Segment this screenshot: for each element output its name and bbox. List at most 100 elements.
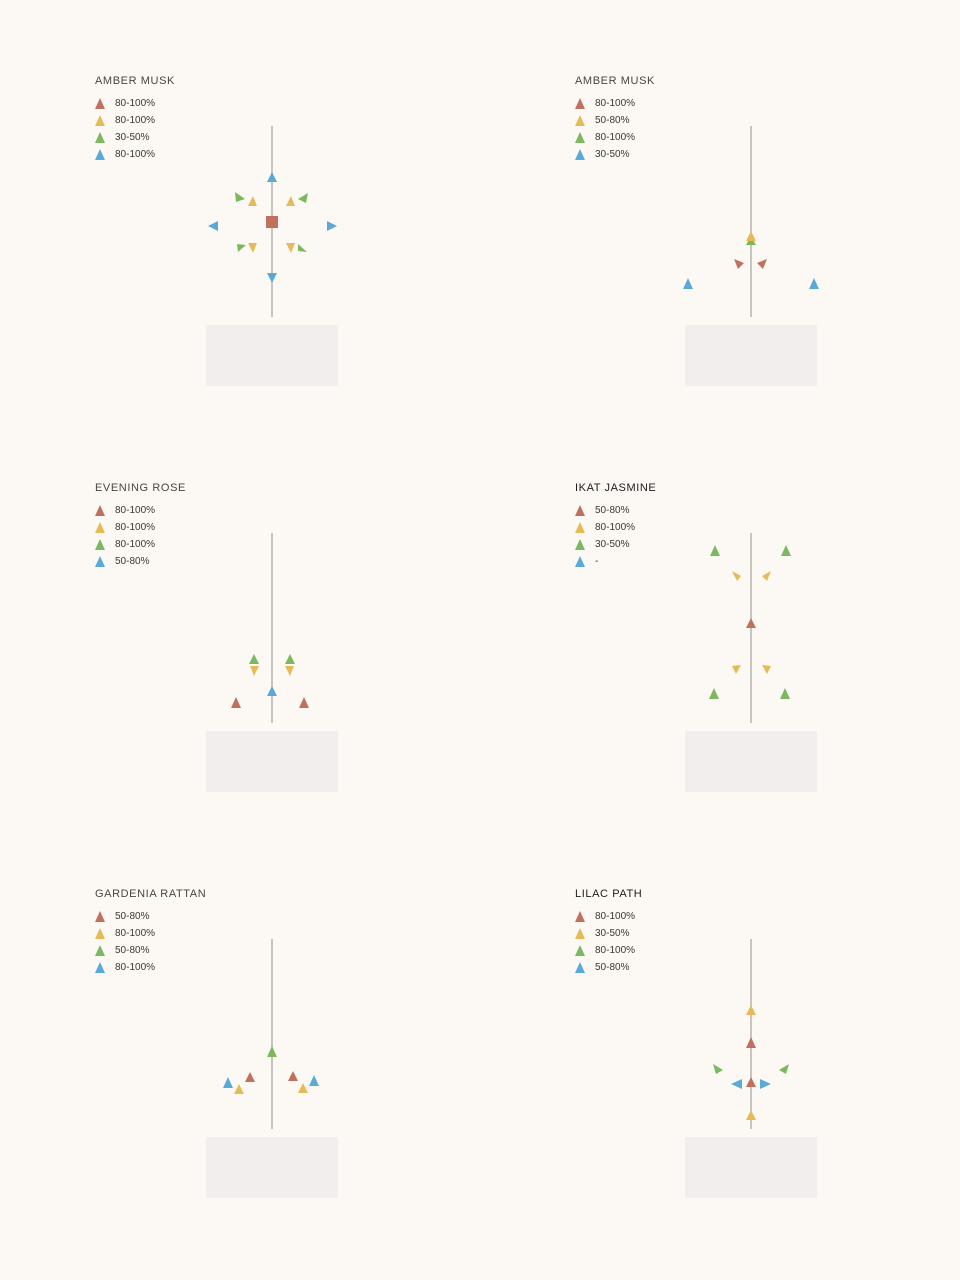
legend-label: 80-100% [115, 962, 156, 973]
stem-marker [223, 1077, 233, 1088]
vase-base [206, 325, 338, 386]
stem-marker [309, 1075, 319, 1086]
stem-marker [208, 221, 218, 231]
stem-marker [683, 278, 693, 289]
stem-marker [298, 193, 308, 203]
arrangement-panel-4: IKAT JASMINE 50-80% 80-100% 30-50% - [575, 482, 955, 842]
stem-marker [734, 259, 744, 269]
legend-label: 80-100% [115, 98, 156, 109]
legend-label: 50-80% [595, 962, 630, 973]
stem-marker [286, 243, 295, 253]
flower-arrangement [709, 533, 791, 723]
stem-marker [746, 618, 756, 628]
legend-label: 80-100% [595, 945, 636, 956]
triangle-icon [575, 132, 585, 143]
stem-marker [327, 221, 337, 231]
stem-marker [762, 665, 771, 674]
legend-label: 80-100% [595, 132, 636, 143]
triangle-icon [95, 539, 105, 550]
legend-label: 80-100% [115, 928, 156, 939]
stem-marker [285, 666, 294, 676]
arrangement-panel-5: GARDENIA RATTAN 50-80% 80-100% 50-80% 80… [95, 888, 475, 1248]
legend-label: 80-100% [595, 522, 636, 533]
legend-label: 80-100% [115, 522, 156, 533]
stem-marker [746, 1005, 756, 1015]
stem-marker [732, 571, 741, 581]
stem-marker [731, 1079, 742, 1089]
triangle-icon [95, 98, 105, 109]
triangle-icon [575, 505, 585, 516]
stem-marker [298, 244, 307, 252]
triangle-icon [575, 945, 585, 956]
stem-marker [249, 654, 259, 664]
triangle-icon [95, 132, 105, 143]
stem-marker [267, 1046, 277, 1057]
vase-base [206, 731, 338, 792]
legend-label: 50-80% [115, 556, 150, 567]
triangle-icon [575, 911, 585, 922]
triangle-icon [575, 556, 585, 567]
legend-label: 50-80% [595, 505, 630, 516]
stem-marker [781, 545, 791, 556]
panel-title: AMBER MUSK [95, 75, 175, 87]
legend-label: 80-100% [115, 505, 156, 516]
arrangement-panel-3: EVENING ROSE 80-100% 80-100% 80-100% 50-… [95, 482, 475, 842]
stem-marker [762, 571, 771, 581]
stem-marker [286, 196, 295, 206]
flower-arrangement [231, 533, 309, 723]
stem-marker [746, 231, 756, 241]
flower-arrangement [713, 939, 789, 1129]
legend-label: 80-100% [115, 149, 156, 160]
stem-marker [760, 1079, 771, 1089]
arrangement-panel-1: AMBER MUSK 80-100% 80-100% 30-50% 80-100… [95, 75, 475, 435]
stem-marker [746, 1037, 756, 1048]
flower-arrangement [208, 126, 337, 317]
vase-base [685, 325, 817, 386]
vase-base [685, 1137, 817, 1198]
triangle-icon [575, 149, 585, 160]
triangle-icon [575, 539, 585, 550]
triangle-icon [95, 505, 105, 516]
stem-marker [746, 1110, 756, 1120]
stem-marker [235, 192, 245, 202]
stem-marker [267, 172, 277, 182]
vase-base [685, 731, 817, 792]
flower-arrangement [683, 126, 819, 317]
stem-marker [248, 243, 257, 253]
legend-label: 80-100% [595, 911, 636, 922]
stem-marker [757, 259, 767, 269]
stem-marker [732, 665, 741, 674]
triangle-icon [95, 522, 105, 533]
stem-marker [780, 688, 790, 699]
stem-marker [267, 686, 277, 696]
legend-label: 30-50% [595, 149, 630, 160]
stem-marker [710, 545, 720, 556]
stem-marker [746, 1077, 756, 1087]
stem-marker [298, 1083, 308, 1093]
triangle-icon [575, 115, 585, 126]
triangle-icon [95, 149, 105, 160]
triangle-icon [95, 945, 105, 956]
panel-title: LILAC PATH [575, 888, 643, 900]
stem-marker [285, 654, 295, 664]
vase-base [206, 1137, 338, 1198]
arrangement-panel-2: AMBER MUSK 80-100% 50-80% 80-100% 30-50% [575, 75, 955, 435]
arrangement-panel-6: LILAC PATH 80-100% 30-50% 80-100% 50-80% [575, 888, 955, 1248]
panel-title: AMBER MUSK [575, 75, 655, 87]
legend-label: 50-80% [115, 945, 150, 956]
legend-label: 30-50% [595, 539, 630, 550]
triangle-icon [575, 962, 585, 973]
stem-marker [713, 1064, 723, 1074]
legend-label: 80-100% [115, 539, 156, 550]
stem-marker [234, 1084, 244, 1094]
triangle-icon [575, 928, 585, 939]
stem-marker [267, 273, 277, 283]
triangle-icon [95, 556, 105, 567]
panel-title: IKAT JASMINE [575, 482, 657, 494]
legend-label: 80-100% [595, 98, 636, 109]
stem-marker [237, 244, 246, 252]
flower-arrangement [223, 939, 319, 1129]
stem-marker [779, 1064, 789, 1074]
stem-marker [248, 196, 257, 206]
panel-title: GARDENIA RATTAN [95, 888, 207, 900]
